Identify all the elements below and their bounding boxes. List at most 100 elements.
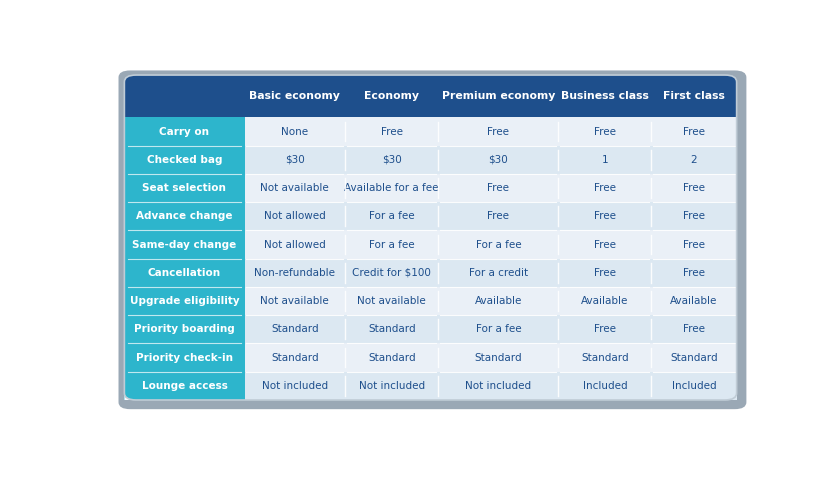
Bar: [345, 174, 438, 202]
Bar: [244, 258, 345, 287]
Text: Standard: Standard: [368, 325, 416, 334]
Bar: [559, 258, 651, 287]
Text: Standard: Standard: [581, 352, 628, 363]
Text: Priority check-in: Priority check-in: [136, 352, 233, 363]
Bar: [244, 202, 345, 231]
Bar: [345, 117, 438, 146]
Bar: [651, 202, 737, 231]
Text: Standard: Standard: [670, 352, 718, 363]
Bar: [438, 315, 559, 343]
Text: $30: $30: [488, 155, 508, 165]
Text: Not allowed: Not allowed: [264, 211, 326, 221]
Bar: [345, 287, 438, 315]
Text: Free: Free: [683, 211, 705, 221]
Bar: [559, 174, 651, 202]
Text: Included: Included: [672, 381, 717, 391]
Bar: [438, 146, 559, 174]
Bar: [651, 146, 737, 174]
Text: Not available: Not available: [260, 183, 329, 193]
Bar: [124, 146, 244, 174]
Bar: [559, 202, 651, 231]
Bar: [559, 315, 651, 343]
Bar: [651, 372, 737, 400]
Bar: [651, 258, 737, 287]
Text: Upgrade eligibility: Upgrade eligibility: [129, 296, 239, 306]
Text: Free: Free: [594, 325, 616, 334]
Bar: [244, 343, 345, 372]
Text: Free: Free: [683, 268, 705, 278]
Bar: [244, 372, 345, 400]
Bar: [651, 315, 737, 343]
Text: $30: $30: [382, 155, 402, 165]
Text: Available: Available: [670, 296, 717, 306]
Text: Standard: Standard: [271, 352, 318, 363]
Text: 1: 1: [601, 155, 608, 165]
Text: Not available: Not available: [357, 296, 426, 306]
Text: Credit for $100: Credit for $100: [352, 268, 431, 278]
Bar: [651, 231, 737, 258]
Bar: [559, 372, 651, 400]
Bar: [559, 287, 651, 315]
Text: For a fee: For a fee: [475, 240, 521, 249]
Text: For a credit: For a credit: [469, 268, 528, 278]
Text: For a fee: For a fee: [369, 240, 415, 249]
Bar: [124, 315, 244, 343]
Bar: [124, 372, 244, 400]
Bar: [124, 343, 244, 372]
Text: Free: Free: [594, 240, 616, 249]
Text: Free: Free: [487, 183, 509, 193]
Text: Free: Free: [683, 240, 705, 249]
Bar: [438, 231, 559, 258]
Bar: [559, 117, 651, 146]
Bar: [651, 343, 737, 372]
Bar: [345, 343, 438, 372]
Polygon shape: [124, 393, 136, 400]
Text: Economy: Economy: [365, 91, 419, 101]
Text: Checked bag: Checked bag: [147, 155, 223, 165]
Bar: [345, 231, 438, 258]
Text: Free: Free: [487, 211, 509, 221]
Bar: [559, 146, 651, 174]
Text: Premium economy: Premium economy: [442, 91, 555, 101]
Bar: [438, 372, 559, 400]
Text: Available for a fee: Available for a fee: [344, 183, 439, 193]
Bar: [124, 202, 244, 231]
FancyBboxPatch shape: [124, 75, 737, 117]
Bar: [438, 174, 559, 202]
Text: Available: Available: [581, 296, 628, 306]
Text: Free: Free: [487, 127, 509, 137]
Bar: [345, 258, 438, 287]
Text: $30: $30: [285, 155, 305, 165]
Text: Standard: Standard: [368, 352, 416, 363]
Bar: [244, 174, 345, 202]
Bar: [124, 231, 244, 258]
Text: For a fee: For a fee: [475, 325, 521, 334]
Text: Basic economy: Basic economy: [249, 91, 340, 101]
Text: Advance change: Advance change: [136, 211, 233, 221]
Bar: [559, 231, 651, 258]
Text: Priority boarding: Priority boarding: [134, 325, 235, 334]
Bar: [651, 117, 737, 146]
Bar: [244, 315, 345, 343]
Bar: [345, 315, 438, 343]
Text: Free: Free: [594, 127, 616, 137]
FancyBboxPatch shape: [124, 75, 737, 400]
Text: Same-day change: Same-day change: [133, 240, 237, 249]
Text: Included: Included: [583, 381, 627, 391]
Bar: [244, 231, 345, 258]
Text: Not included: Not included: [465, 381, 532, 391]
Text: Carry on: Carry on: [160, 127, 209, 137]
Bar: [651, 287, 737, 315]
Bar: [345, 146, 438, 174]
Text: Not available: Not available: [260, 296, 329, 306]
Text: Non-refundable: Non-refundable: [255, 268, 335, 278]
Text: Available: Available: [475, 296, 522, 306]
Text: Standard: Standard: [475, 352, 522, 363]
Bar: [559, 343, 651, 372]
Bar: [438, 202, 559, 231]
Bar: [438, 117, 559, 146]
Text: Cancellation: Cancellation: [148, 268, 221, 278]
Bar: [124, 117, 244, 146]
Text: Not allowed: Not allowed: [264, 240, 326, 249]
Bar: [244, 287, 345, 315]
